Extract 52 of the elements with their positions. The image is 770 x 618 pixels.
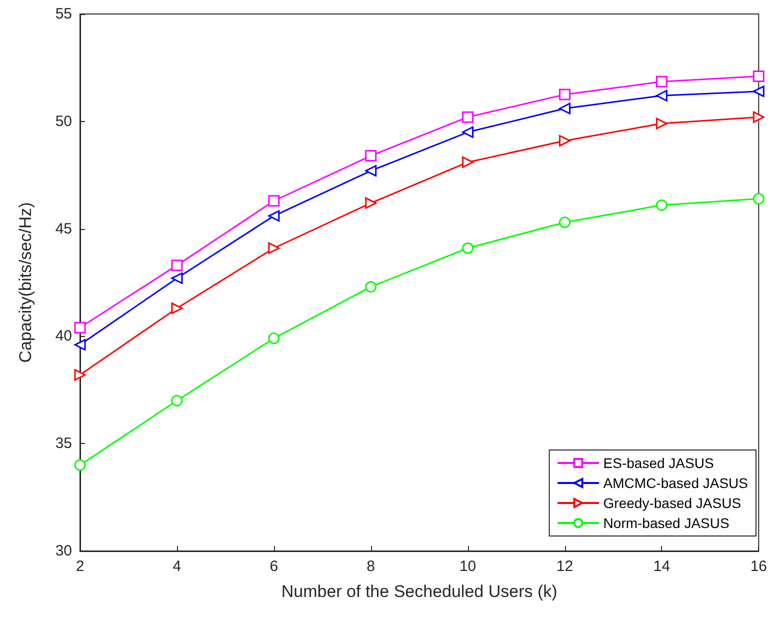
x-tick-label: 6 xyxy=(270,558,278,575)
point xyxy=(462,242,474,254)
point xyxy=(365,150,377,162)
point xyxy=(268,195,280,207)
point xyxy=(752,111,764,123)
x-tick-label: 12 xyxy=(556,558,574,575)
point xyxy=(171,260,183,272)
point xyxy=(171,272,183,284)
point xyxy=(559,134,571,146)
legend-label: Greedy-based JASUS xyxy=(603,495,742,511)
y-tick-label: 40 xyxy=(55,328,72,345)
point xyxy=(656,199,668,211)
point xyxy=(559,102,571,114)
y-tick-label: 45 xyxy=(55,220,72,238)
point xyxy=(268,332,280,344)
point xyxy=(74,369,86,381)
point xyxy=(74,322,86,334)
x-tick-label: 10 xyxy=(459,558,476,575)
point xyxy=(365,197,377,209)
legend-label: ES-based JASUS xyxy=(603,455,714,471)
y-tick-label: 55 xyxy=(55,6,72,22)
y-tick-label: 30 xyxy=(55,542,72,560)
legend-label: Norm-based JASUS xyxy=(603,515,730,531)
point xyxy=(559,88,571,100)
point xyxy=(752,192,764,204)
point xyxy=(656,90,668,102)
x-tick-label: 16 xyxy=(750,558,767,575)
point xyxy=(268,242,280,254)
point xyxy=(656,118,668,130)
x-tick-label: 2 xyxy=(76,558,84,575)
point xyxy=(752,86,764,98)
point xyxy=(268,210,280,222)
point xyxy=(171,394,183,406)
x-axis-title: Number of the Secheduled Users (k) xyxy=(281,582,558,601)
point xyxy=(462,156,474,168)
point xyxy=(74,459,86,471)
legend-label: AMCMC-based JASUS xyxy=(603,475,748,491)
y-tick-label: 50 xyxy=(55,112,72,130)
point xyxy=(171,302,183,314)
point xyxy=(74,339,86,351)
point xyxy=(656,76,668,88)
point xyxy=(462,111,474,123)
y-axis-title: Capacity(bits/sec/Hz) xyxy=(16,202,35,363)
y-tick-label: 35 xyxy=(55,435,72,452)
point xyxy=(752,70,764,82)
point xyxy=(365,281,377,293)
x-tick-label: 14 xyxy=(653,558,670,575)
point xyxy=(365,165,377,177)
x-tick-label: 8 xyxy=(366,558,376,575)
point xyxy=(462,126,474,138)
point xyxy=(559,216,571,228)
x-tick-label: 4 xyxy=(172,558,182,575)
